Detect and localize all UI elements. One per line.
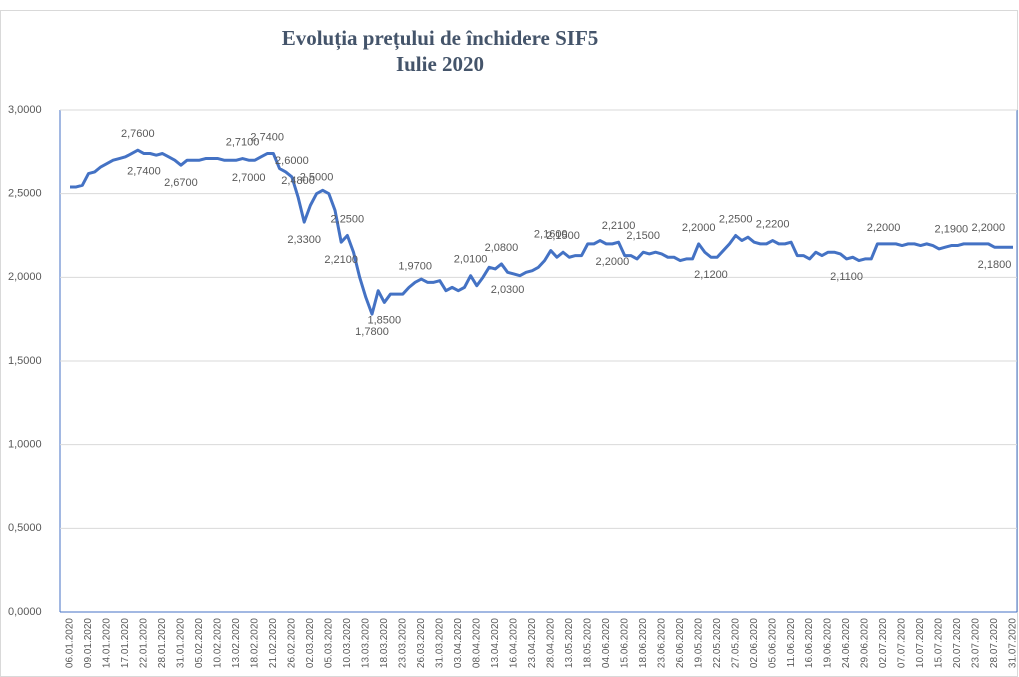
x-tick-label: 18.06.2020: [638, 618, 649, 668]
data-label: 2,7100: [226, 136, 260, 148]
x-tick-label: 03.04.2020: [453, 618, 464, 668]
x-tick-label: 21.02.2020: [268, 618, 279, 668]
x-tick-label: 15.06.2020: [619, 618, 630, 668]
data-label: 2,2500: [331, 213, 365, 225]
data-label: 2,2000: [596, 256, 630, 268]
x-tick-label: 31.03.2020: [434, 618, 445, 668]
x-tick-label: 10.02.2020: [213, 618, 224, 668]
data-label: 2,5000: [300, 172, 334, 184]
data-label: 2,1200: [694, 269, 728, 281]
data-label: 1,8500: [368, 314, 402, 326]
x-tick-label: 11.06.2020: [786, 618, 797, 668]
y-tick-label: 1,0000: [8, 439, 42, 451]
x-tick-label: 23.07.2020: [971, 618, 982, 668]
y-tick-label: 3,0000: [8, 104, 42, 116]
data-label: 2,6700: [164, 177, 198, 189]
x-tick-label: 02.07.2020: [878, 618, 889, 668]
x-tick-label: 26.06.2020: [675, 618, 686, 668]
x-tick-label: 22.01.2020: [139, 618, 150, 668]
data-label: 2,6000: [275, 155, 309, 167]
x-tick-label: 06.01.2020: [65, 618, 76, 668]
x-tick-label: 27.05.2020: [730, 618, 741, 668]
data-label: 1,7800: [355, 326, 389, 338]
x-tick-label: 05.03.2020: [324, 618, 335, 668]
x-tick-label: 16.06.2020: [804, 618, 815, 668]
data-label: 2,0300: [491, 284, 525, 296]
data-label: 2,2500: [719, 213, 753, 225]
x-tick-label: 24.06.2020: [841, 618, 852, 668]
x-tick-label: 18.03.2020: [379, 618, 390, 668]
y-tick-label: 0,5000: [8, 522, 42, 534]
x-tick-label: 26.02.2020: [287, 618, 298, 668]
x-tick-label: 13.03.2020: [360, 618, 371, 668]
x-tick-label: 10.03.2020: [342, 618, 353, 668]
x-tick-label: 18.02.2020: [250, 618, 261, 668]
y-tick-label: 0,0000: [8, 606, 42, 618]
x-tick-label: 10.07.2020: [915, 618, 926, 668]
x-tick-label: 16.04.2020: [508, 618, 519, 668]
data-label: 2,2100: [602, 220, 636, 232]
data-label: 2,7600: [121, 128, 155, 140]
data-label: 2,4800: [281, 175, 315, 187]
data-label: 1,9700: [398, 260, 432, 272]
y-tick-label: 1,5000: [8, 355, 42, 367]
x-tick-label: 07.07.2020: [897, 618, 908, 668]
x-tick-label: 28.07.2020: [989, 618, 1000, 668]
data-label: 2,2000: [972, 222, 1006, 234]
x-tick-label: 02.03.2020: [305, 618, 316, 668]
data-label: 2,1600: [534, 228, 568, 240]
x-tick-label: 13.05.2020: [564, 618, 575, 668]
x-tick-label: 28.04.2020: [545, 618, 556, 668]
data-label: 2,7000: [232, 172, 266, 184]
x-tick-label: 20.07.2020: [952, 618, 963, 668]
x-tick-label: 31.01.2020: [176, 618, 187, 668]
data-label: 2,2200: [756, 218, 790, 230]
x-tick-label: 23.06.2020: [656, 618, 667, 668]
x-tick-label: 05.02.2020: [194, 618, 205, 668]
x-tick-label: 26.03.2020: [416, 618, 427, 668]
x-tick-label: 02.06.2020: [749, 618, 760, 668]
x-tick-label: 15.07.2020: [934, 618, 945, 668]
x-tick-label: 14.01.2020: [102, 618, 113, 668]
x-tick-label: 08.04.2020: [471, 618, 482, 668]
data-label: 2,1100: [830, 271, 863, 283]
data-label: 2,3300: [287, 234, 321, 246]
data-label: 2,2100: [324, 254, 358, 266]
data-label: 2,1500: [546, 230, 580, 242]
data-label: 2,7400: [127, 165, 161, 177]
data-label: 2,0100: [454, 254, 488, 266]
x-tick-label: 22.05.2020: [712, 618, 723, 668]
y-tick-label: 2,0000: [8, 271, 42, 283]
x-tick-label: 23.04.2020: [527, 618, 538, 668]
chart-subtitle: Iulie 2020: [396, 52, 484, 76]
price-line: [70, 148, 1013, 316]
x-tick-label: 13.04.2020: [490, 618, 501, 668]
x-tick-label: 19.06.2020: [823, 618, 834, 668]
x-tick-label: 28.01.2020: [157, 618, 168, 668]
x-tick-label: 19.05.2020: [693, 618, 704, 668]
x-tick-label: 18.05.2020: [582, 618, 593, 668]
x-tick-label: 17.01.2020: [120, 618, 131, 668]
data-label: 2,1800: [978, 259, 1012, 271]
data-label: 2,7400: [250, 131, 284, 143]
x-tick-label: 05.06.2020: [767, 618, 778, 668]
data-label: 2,1900: [935, 223, 969, 235]
chart-title: Evoluția prețului de închidere SIF5: [282, 26, 599, 51]
data-label: 2,2000: [682, 222, 716, 234]
y-tick-label: 2,5000: [8, 188, 42, 200]
x-tick-label: 31.07.2020: [1008, 618, 1019, 668]
data-label: 2,2000: [867, 222, 901, 234]
x-tick-label: 04.06.2020: [601, 618, 612, 668]
x-tick-label: 29.06.2020: [860, 618, 871, 668]
x-tick-label: 13.02.2020: [231, 618, 242, 668]
x-tick-label: 23.03.2020: [397, 618, 408, 668]
x-tick-label: 09.01.2020: [83, 618, 94, 668]
data-label: 2,1500: [626, 230, 660, 242]
data-label: 2,0800: [485, 242, 519, 254]
